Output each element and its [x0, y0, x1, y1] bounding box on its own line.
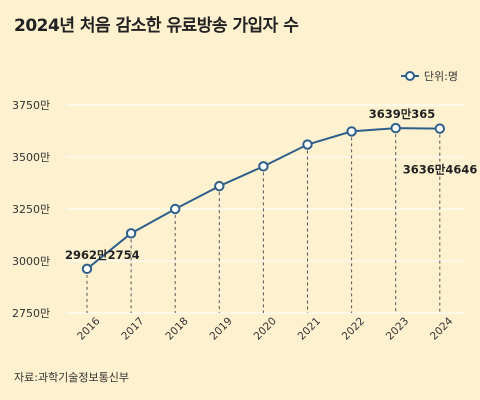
legend-marker-icon — [400, 71, 419, 81]
data-label: 3639만365 — [369, 107, 436, 121]
data-point — [390, 122, 401, 134]
source-note: 자료:과학기술정보통신부 — [14, 371, 130, 384]
y-tick-label: 3750만 — [12, 99, 50, 112]
x-tick-label: 2018 — [163, 315, 190, 342]
x-tick-label: 2023 — [384, 315, 411, 342]
x-tick-label: 2024 — [428, 315, 456, 343]
data-label: 2962만2754 — [65, 248, 140, 262]
data-point — [434, 123, 445, 134]
legend: 단위:명 — [400, 68, 458, 84]
data-point — [346, 126, 357, 137]
data-point — [170, 203, 181, 215]
data-point — [125, 228, 137, 239]
x-tick-label: 2020 — [252, 315, 279, 342]
x-tick-label: 2022 — [340, 315, 367, 342]
chart-title: 2024년 처음 감소한 유료방송 가입자 수 — [14, 16, 299, 36]
x-tick-label: 2021 — [296, 315, 323, 342]
data-point — [302, 139, 313, 150]
data-point — [258, 161, 269, 172]
data-label: 3636만4646 — [403, 163, 478, 177]
y-tick-label: 3000만 — [12, 255, 50, 268]
x-tick-label: 2017 — [119, 315, 146, 342]
data-point — [214, 180, 225, 192]
y-tick-label: 2750만 — [12, 307, 50, 320]
y-tick-label: 3250만 — [12, 203, 50, 216]
data-point — [81, 263, 93, 275]
x-tick-label: 2019 — [207, 315, 234, 342]
y-tick-label: 3500만 — [12, 151, 50, 164]
x-tick-label: 2016 — [75, 315, 103, 343]
legend-label: 단위:명 — [423, 70, 458, 83]
